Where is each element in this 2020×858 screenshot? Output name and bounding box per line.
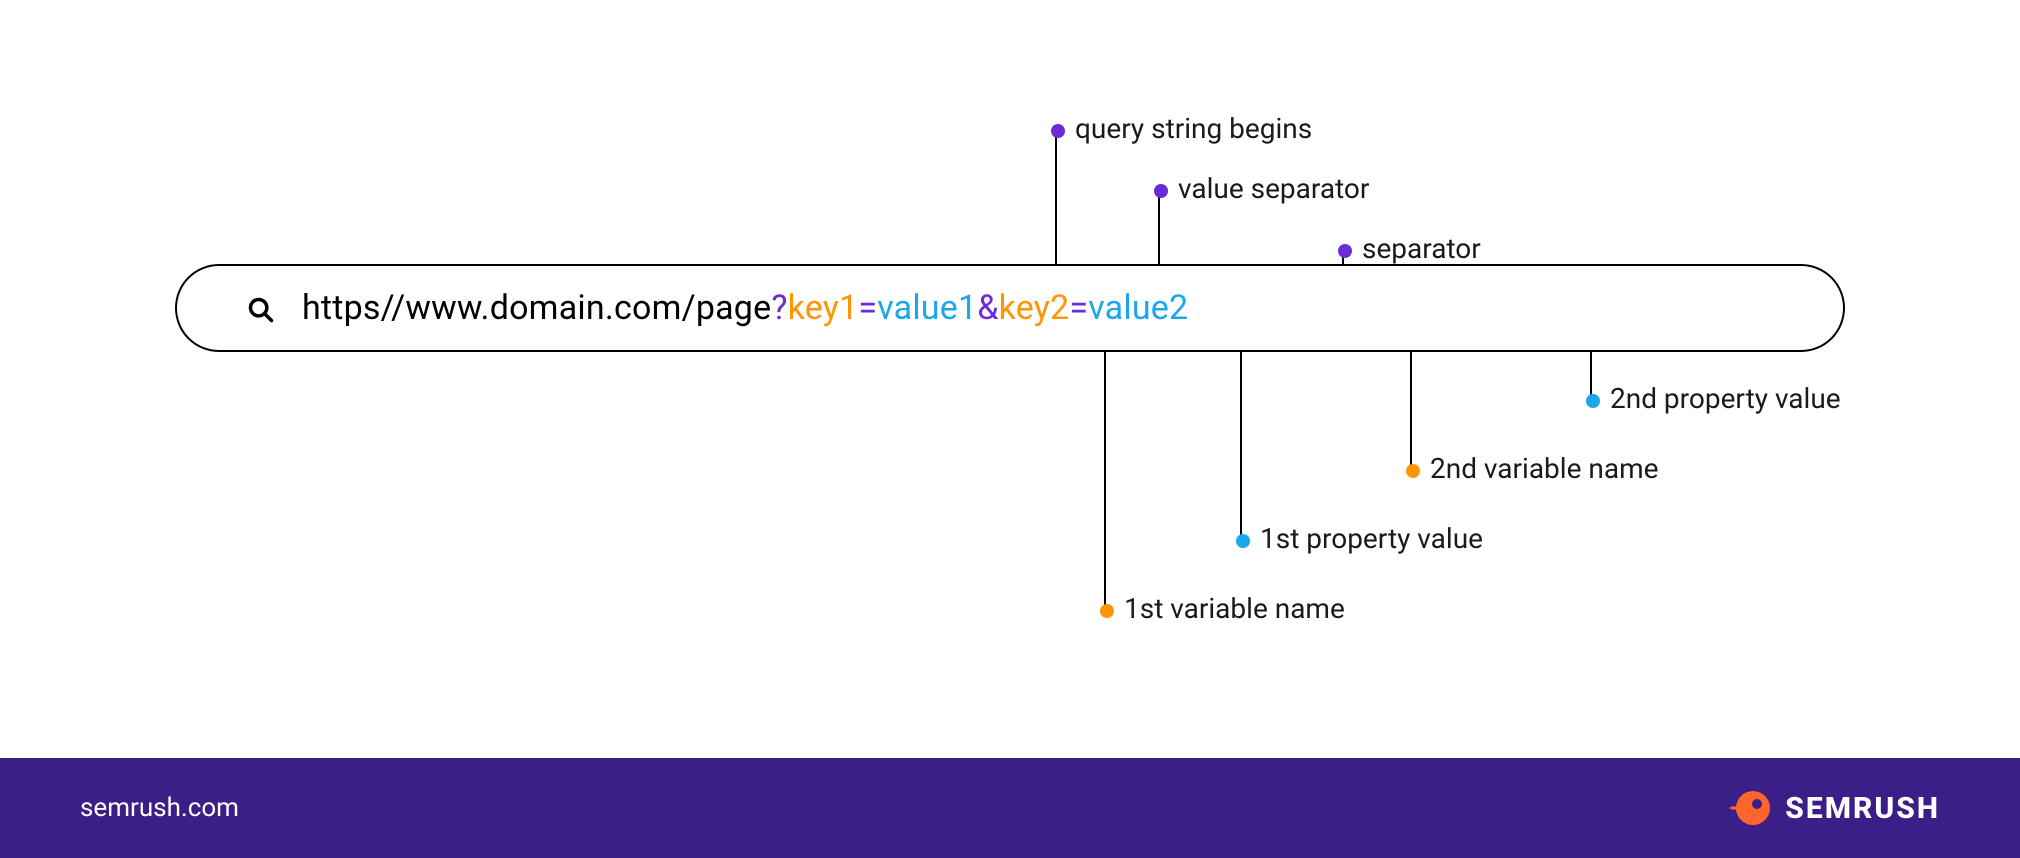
url-text: https//www.domain.com/page?key1=value1&k… — [302, 288, 1188, 328]
callout-dot-value-separator — [1154, 184, 1168, 198]
callout-line-second-prop-val — [1590, 352, 1592, 400]
url-segment-key2: key2 — [999, 288, 1070, 328]
url-search-pill: https//www.domain.com/page?key1=value1&k… — [175, 264, 1845, 352]
footer-bar: semrush.com SEMRUSH — [0, 758, 2020, 858]
url-segment-val1: value1 — [877, 288, 977, 328]
search-icon — [247, 296, 275, 324]
callout-line-value-separator — [1158, 190, 1160, 264]
callout-line-first-prop-val — [1240, 352, 1242, 540]
callout-dot-second-var-name — [1406, 464, 1420, 478]
url-segment-qmark: ? — [771, 288, 787, 328]
callout-dot-first-var-name — [1100, 604, 1114, 618]
url-segment-eq1: = — [858, 288, 877, 328]
brand-text: SEMRUSH — [1785, 791, 1940, 826]
callout-label-second-var-name: 2nd variable name — [1430, 452, 1658, 485]
callout-line-query-begins — [1055, 130, 1057, 264]
callout-label-second-prop-val: 2nd property value — [1610, 382, 1841, 415]
callout-label-value-separator: value separator — [1178, 172, 1369, 205]
callout-label-first-prop-val: 1st property value — [1260, 522, 1483, 555]
url-segment-val2: value2 — [1088, 288, 1188, 328]
url-segment-key1: key1 — [788, 288, 859, 328]
callout-label-first-var-name: 1st variable name — [1124, 592, 1345, 625]
callout-label-query-begins: query string begins — [1075, 112, 1312, 145]
url-segment-eq2: = — [1069, 288, 1088, 328]
callout-line-second-var-name — [1410, 352, 1412, 470]
callout-dot-query-begins — [1051, 124, 1065, 138]
callout-line-first-var-name — [1104, 352, 1106, 610]
flame-icon — [1727, 786, 1771, 830]
footer-domain-text: semrush.com — [80, 793, 239, 823]
callout-dot-second-prop-val — [1586, 394, 1600, 408]
callout-label-separator: separator — [1362, 232, 1481, 265]
brand-logo: SEMRUSH — [1727, 786, 1940, 830]
callout-dot-separator — [1338, 244, 1352, 258]
callout-dot-first-prop-val — [1236, 534, 1250, 548]
url-segment-amp: & — [977, 288, 998, 328]
diagram-canvas: https//www.domain.com/page?key1=value1&k… — [0, 0, 2020, 858]
url-segment-base: https//www.domain.com/page — [302, 288, 771, 328]
